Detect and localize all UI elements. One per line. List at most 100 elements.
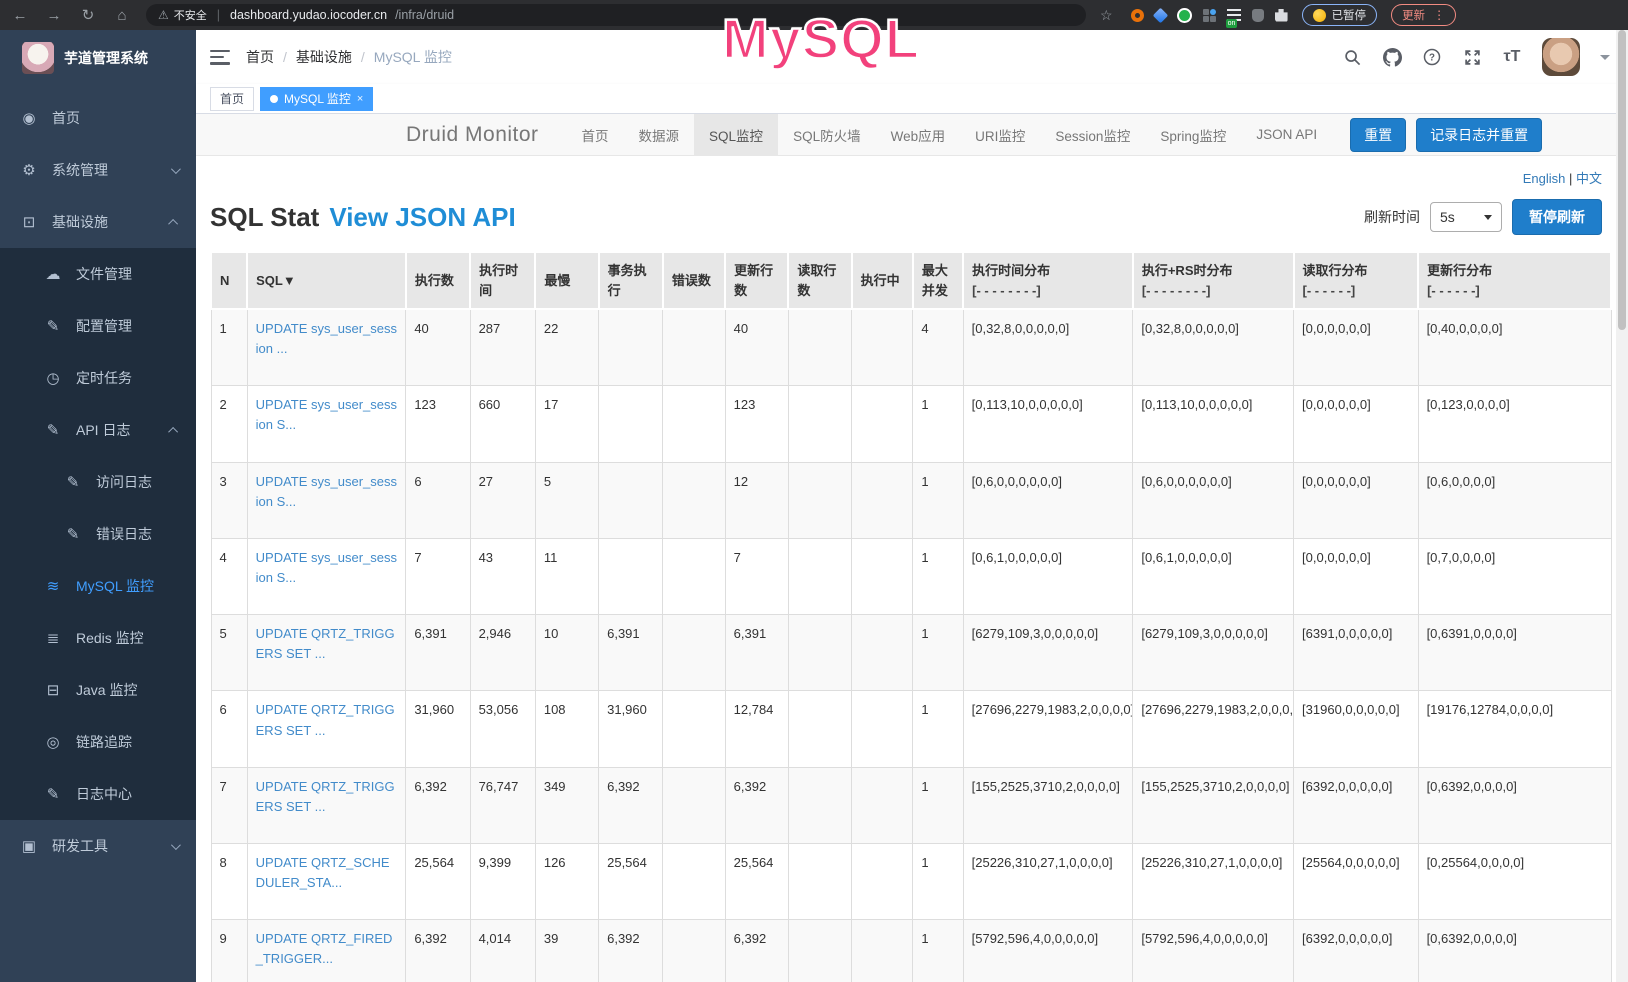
extension-green-icon[interactable] (1176, 7, 1192, 23)
sidebar-item-错误日志[interactable]: ✎ 错误日志 (0, 508, 196, 560)
column-header-执行中[interactable]: 执行中 (850, 251, 914, 310)
reset-button[interactable]: 重置 (1350, 117, 1407, 152)
sql-link[interactable]: UPDATE QRTZ_SCHEDULER_STA... (255, 854, 390, 891)
font-size-icon[interactable]: τT (1503, 48, 1521, 65)
column-header-执行数[interactable]: 执行数 (404, 251, 472, 310)
druid-nav-JSON API[interactable]: JSON API (1256, 127, 1318, 142)
sidebar-item-Java 监控[interactable]: ⊟ Java 监控 (0, 664, 196, 716)
druid-nav-数据源[interactable]: 数据源 (638, 128, 680, 144)
druid-nav-首页[interactable]: 首页 (581, 128, 609, 144)
druid-nav-SQL防火墙[interactable]: SQL防火墙 (793, 128, 861, 144)
avatar-caret-icon[interactable] (1600, 54, 1610, 60)
sidebar-item-MySQL 监控[interactable]: ≋ MySQL 监控 (0, 560, 196, 612)
sidebar-item-日志中心[interactable]: ✎ 日志中心 (0, 768, 196, 820)
column-header-最大并发[interactable]: 最大并发 (911, 251, 965, 310)
search-icon[interactable] (1342, 47, 1362, 67)
sidebar-item-Redis 监控[interactable]: ≣ Redis 监控 (0, 612, 196, 664)
extension-list-icon[interactable]: on (1225, 9, 1241, 28)
druid-nav-SQL监控[interactable]: SQL监控 (694, 113, 779, 156)
browser-forward-icon[interactable]: → (46, 6, 62, 24)
column-header-N[interactable]: N (209, 251, 249, 310)
infra-monitor-icon: ⊡ (22, 214, 36, 231)
log-and-reset-button[interactable]: 记录日志并重置 (1416, 117, 1543, 152)
extension-gray-icon[interactable] (1251, 8, 1264, 22)
column-header-SQL[interactable]: SQL▼ (246, 251, 407, 310)
sidebar-item-链路追踪[interactable]: ◎ 链路追踪 (0, 716, 196, 768)
sql-link[interactable]: UPDATE sys_user_session S... (255, 549, 397, 585)
druid-nav-Web应用[interactable]: Web应用 (890, 128, 946, 144)
chrome-menu-icon[interactable]: ⋮ (1433, 8, 1446, 22)
extension-gem-icon[interactable] (1152, 7, 1168, 23)
view-json-api-link[interactable]: View JSON API (329, 201, 516, 232)
hamburger-icon[interactable] (210, 49, 230, 65)
sql-link[interactable]: UPDATE sys_user_session S... (255, 397, 397, 433)
column-header-读取行分布[interactable]: 读取行分布 [- - - - - -] (1292, 251, 1420, 310)
sidebar-item-系统管理[interactable]: ⚙ 系统管理 (0, 144, 196, 196)
column-header-事务执行[interactable]: 事务执行 (597, 251, 664, 310)
extensions-puzzle-icon[interactable] (1274, 8, 1288, 22)
sidebar-item-访问日志[interactable]: ✎ 访问日志 (0, 456, 196, 508)
cell (851, 614, 914, 692)
sidebar-item-定时任务[interactable]: ◷ 定时任务 (0, 352, 196, 404)
bookmark-star-icon[interactable]: ☆ (1100, 6, 1113, 23)
fullscreen-icon[interactable] (1462, 47, 1482, 67)
column-header-执行+RS时分布[interactable]: 执行+RS时分布 [- - - - - - - -] (1131, 251, 1295, 310)
sidebar-item-首页[interactable]: ◉ 首页 (0, 92, 196, 144)
sidebar-item-研发工具[interactable]: ▣ 研发工具 (0, 820, 196, 872)
help-icon[interactable]: ? (1422, 47, 1442, 67)
column-header-执行时间[interactable]: 执行时间 (469, 251, 537, 310)
sql-link[interactable]: UPDATE QRTZ_FIRED_TRIGGER... (255, 931, 393, 967)
column-header-读取行数[interactable]: 读取行数 (787, 251, 853, 310)
extension-orange-icon[interactable] (1130, 8, 1144, 22)
cell (598, 537, 664, 616)
chrome-update-button[interactable]: 更新 ⋮ (1391, 4, 1457, 26)
address-bar[interactable]: ⚠ 不安全 | dashboard.yudao.iocoder.cn/infra… (146, 4, 1086, 26)
druid-nav-Session监控[interactable]: Session监控 (1055, 128, 1131, 144)
sql-link[interactable]: UPDATE sys_user_session S... (255, 473, 397, 509)
extension-grid-icon[interactable] (1202, 8, 1216, 22)
sql-link[interactable]: UPDATE QRTZ_TRIGGERS SET ... (255, 778, 395, 814)
cell: [25226,310,27,1,0,0,0,0] (962, 842, 1134, 921)
tab-首页[interactable]: 首页 (210, 86, 255, 111)
breadcrumb-item[interactable]: 基础设施 (295, 49, 352, 65)
scrollbar-thumb[interactable] (1618, 30, 1626, 330)
browser-home-icon[interactable]: ⌂ (117, 6, 127, 24)
sidebar-item-文件管理[interactable]: ☁ 文件管理 (0, 248, 196, 300)
druid-nav-Spring监控[interactable]: Spring监控 (1160, 128, 1227, 144)
profile-paused-badge[interactable]: 已暂停 (1301, 4, 1378, 26)
sql-link[interactable]: UPDATE QRTZ_TRIGGERS SET ... (255, 702, 395, 738)
github-icon[interactable] (1382, 47, 1402, 67)
column-header-更新行分布[interactable]: 更新行分布 [- - - - - -] (1417, 251, 1612, 310)
paused-label: 已暂停 (1331, 10, 1367, 22)
table-row: 1 UPDATE sys_user_session ... 40 287 22 40 4 [0… (210, 308, 1612, 387)
column-header-执行时间分布[interactable]: 执行时间分布 [- - - - - - - -] (962, 251, 1134, 310)
user-avatar[interactable] (1542, 38, 1580, 76)
cell (662, 766, 726, 844)
sql-link[interactable]: UPDATE QRTZ_TRIGGERS SET ... (255, 626, 395, 662)
security-warning[interactable]: ⚠ 不安全 (158, 7, 207, 23)
browser-back-icon[interactable]: ← (12, 6, 28, 24)
sidebar-item-基础设施[interactable]: ⊡ 基础设施 (0, 196, 196, 248)
browser-reload-icon[interactable]: ↻ (81, 7, 95, 24)
cell: [0,32,8,0,0,0,0,0] (1132, 308, 1295, 387)
sidebar-menu: ◉ 首页 ⚙ 系统管理 ⊡ 基础设施 ☁ 文件管理 ✎ 配置管理 ◷ 定时任务 ✎ API 日志 ✎ 访问日志… (0, 86, 196, 872)
sidebar-item-API 日志[interactable]: ✎ API 日志 (0, 404, 196, 456)
refresh-interval-select[interactable]: 5s (1430, 202, 1502, 232)
druid-nav-URI监控[interactable]: URI监控 (975, 128, 1026, 144)
cell: [5792,596,4,0,0,0,0,0] (962, 919, 1134, 982)
page-scrollbar[interactable] (1616, 30, 1628, 982)
close-icon[interactable]: × (356, 92, 364, 105)
lang-english-link[interactable]: English (1522, 171, 1566, 186)
column-header-错误数[interactable]: 错误数 (661, 251, 727, 310)
sql-link[interactable]: UPDATE sys_user_session ... (255, 321, 397, 357)
druid-brand[interactable]: Druid Monitor (406, 122, 539, 146)
sidebar-logo[interactable]: 芋道管理系统 (0, 30, 196, 86)
pause-refresh-button[interactable]: 暂停刷新 (1512, 199, 1602, 235)
sidebar-item-label: 定时任务 (76, 370, 132, 386)
tab-MySQL 监控[interactable]: MySQL 监控 × (260, 86, 374, 111)
sidebar-item-配置管理[interactable]: ✎ 配置管理 (0, 300, 196, 352)
column-header-更新行数[interactable]: 更新行数 (724, 251, 790, 310)
breadcrumb-item[interactable]: 首页 (246, 49, 274, 65)
lang-chinese-link[interactable]: 中文 (1575, 171, 1602, 186)
column-header-最慢[interactable]: 最慢 (534, 251, 600, 310)
